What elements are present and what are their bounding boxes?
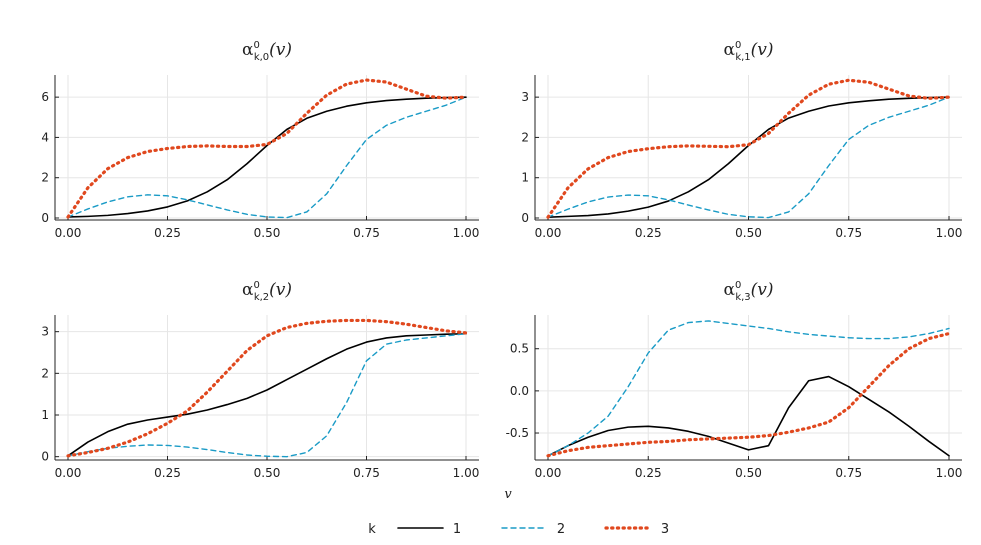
series-line-2 [67, 96, 467, 219]
x-tick-label: 0.00 [55, 226, 82, 240]
series-line-1 [547, 375, 950, 457]
y-tick-label: 0 [41, 211, 49, 225]
x-axis-label: v [504, 487, 512, 502]
y-tick-label: 2 [521, 130, 529, 144]
panel-title: α0 k,0(v) [242, 40, 292, 63]
x-tick-label: 0.25 [154, 226, 181, 240]
y-tick-label: -0.5 [506, 426, 529, 440]
x-tick-label: 0.50 [735, 466, 762, 480]
chart-panel-2: α0 k,2(v) 0.00 0.25 0.50 0.75 1.00 0 1 2 3 [41, 280, 479, 480]
x-tick-label: 0.75 [353, 226, 380, 240]
y-tick-label: 0 [521, 211, 529, 225]
y-tick-label: 6 [41, 90, 49, 104]
chart-panel-0: α0 k,0(v) 0.00 0.25 0.50 0.75 1.00 0 2 4 6 [41, 40, 479, 240]
y-tick-label: 4 [41, 130, 49, 144]
series-line-3 [546, 331, 951, 458]
y-tick-label: 1 [41, 408, 49, 422]
x-tick-label: 0.50 [735, 226, 762, 240]
x-tick-label: 0.50 [254, 226, 281, 240]
x-tick-label: 0.50 [254, 466, 281, 480]
y-tick-label: 0.0 [510, 384, 529, 398]
x-tick-label: 0.00 [535, 226, 562, 240]
chart-panel-1: α0 k,1(v) 0.00 0.25 0.50 0.75 1.00 0 1 2 3 [521, 40, 962, 240]
series-line-1 [67, 96, 467, 218]
chart-panel-3: α0 k,3(v) 0.00 0.25 0.50 0.75 1.00 -0.5 0.0 0.5 [506, 280, 963, 480]
x-tick-label: 0.75 [835, 226, 862, 240]
x-tick-label: 1.00 [453, 226, 480, 240]
series-line-3 [546, 78, 951, 219]
series-line-3 [66, 78, 468, 219]
x-tick-label: 0.25 [635, 226, 662, 240]
series-line-2 [547, 96, 950, 219]
legend-label-1: 1 [453, 522, 461, 537]
x-tick-label: 1.00 [936, 466, 963, 480]
y-tick-label: 2 [41, 366, 49, 380]
series-line-2 [547, 320, 950, 457]
y-tick-label: 3 [521, 90, 529, 104]
series-line-2 [67, 333, 467, 458]
y-tick-label: 1 [521, 171, 529, 185]
x-tick-label: 1.00 [453, 466, 480, 480]
x-tick-label: 1.00 [936, 226, 963, 240]
x-tick-label: 0.75 [353, 466, 380, 480]
panel-title: α0 k,3(v) [723, 280, 773, 303]
x-tick-label: 0.00 [55, 466, 82, 480]
y-tick-label: 0.5 [510, 342, 529, 356]
x-tick-label: 0.75 [835, 466, 862, 480]
y-tick-label: 2 [41, 171, 49, 185]
x-tick-label: 0.00 [535, 466, 562, 480]
series-line-3 [66, 318, 468, 458]
legend-label-2: 2 [557, 522, 565, 537]
x-tick-label: 0.25 [635, 466, 662, 480]
y-tick-label: 3 [41, 325, 49, 339]
y-tick-label: 0 [41, 450, 49, 464]
legend-label-3: 3 [661, 522, 669, 537]
x-tick-label: 0.25 [154, 466, 181, 480]
panel-title: α0 k,2(v) [242, 280, 292, 303]
legend: k 1 2 3 [368, 522, 669, 537]
series-line-1 [67, 332, 467, 457]
panel-title: α0 k,1(v) [723, 40, 773, 63]
legend-title: k [368, 522, 376, 537]
